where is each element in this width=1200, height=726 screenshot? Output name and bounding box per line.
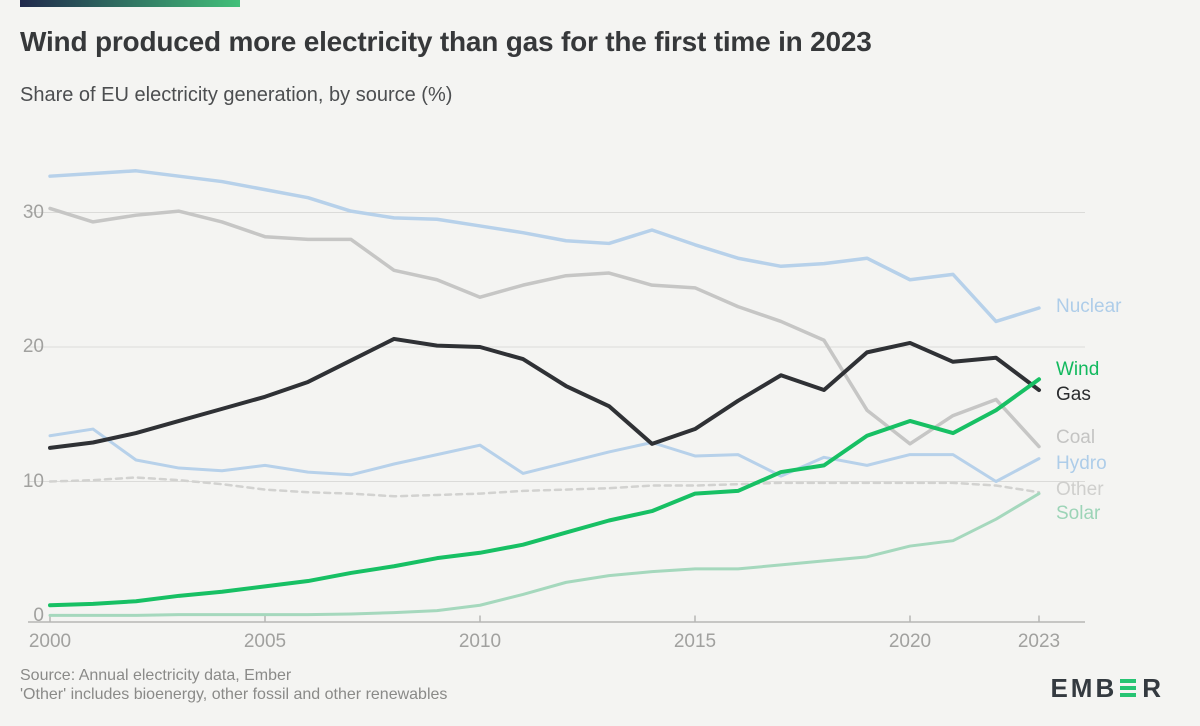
series-label-solar: Solar [1056,502,1101,524]
x-tick-label-2010: 2010 [458,631,502,652]
other-definition-note: 'Other' includes bioenergy, other fossil… [20,686,448,703]
ember-logo-text-left: EMB [1050,672,1118,703]
ember-logo: EMB R [1050,673,1164,703]
y-tick-label-20: 20 [22,336,44,357]
x-tick-label-2020: 2020 [888,631,932,652]
series-line-solar [48,492,1041,617]
series-label-wind: Wind [1056,358,1100,380]
series-line-other [48,476,1041,498]
x-tick-label-2005: 2005 [243,631,287,652]
y-tick-label-0: 0 [33,605,44,626]
series-line-wind [48,377,1041,608]
ember-logo-text-right: R [1142,672,1164,703]
y-tick-label-10: 10 [22,470,44,492]
source-note: Source: Annual electricity data, Ember [20,667,292,684]
series-line-nuclear [48,169,1041,324]
y-tick-label-30: 30 [22,201,44,223]
series-line-hydro [48,427,1041,483]
chart-subtitle: Share of EU electricity generation, by s… [20,84,453,106]
series-line-gas [48,336,1041,450]
x-tick-label-2023: 2023 [1017,631,1061,652]
series-line-coal [48,206,1041,449]
x-tick-label-2015: 2015 [673,631,717,652]
chart-footer: Source: Annual electricity data, Ember '… [20,666,447,704]
series-label-other: Other [1056,478,1104,500]
chart-title: Wind produced more electricity than gas … [20,26,872,57]
series-label-gas: Gas [1056,384,1091,406]
accent-gradient-bar [20,0,240,7]
series-label-coal: Coal [1056,427,1096,449]
series-label-hydro: Hydro [1056,453,1107,474]
series-label-nuclear: Nuclear [1056,295,1122,317]
ember-logo-e-bars-icon [1120,679,1137,697]
x-tick-label-2000: 2000 [28,631,72,652]
